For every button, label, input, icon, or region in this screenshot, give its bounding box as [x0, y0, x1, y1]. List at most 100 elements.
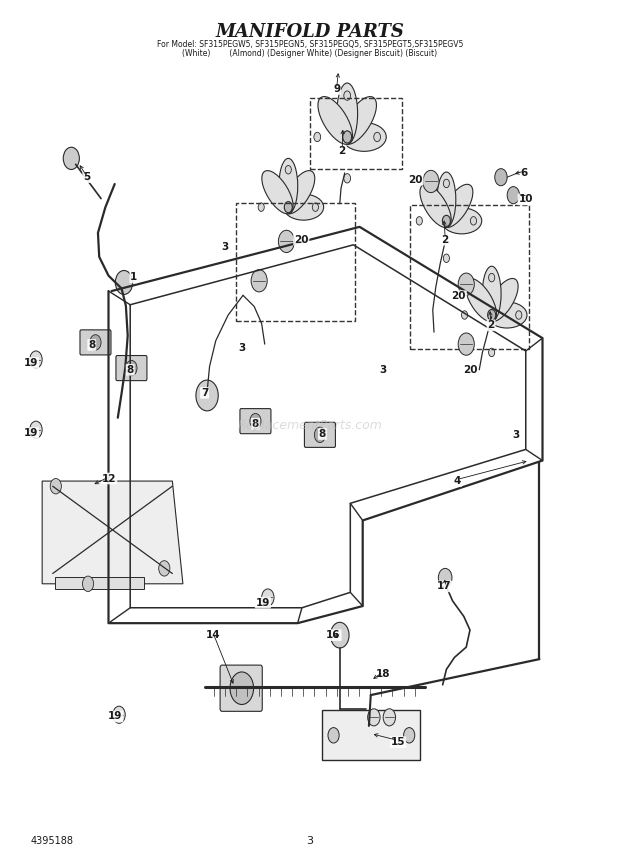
Text: 20: 20: [294, 235, 309, 245]
Text: 3: 3: [238, 342, 246, 353]
Circle shape: [343, 131, 352, 143]
Circle shape: [516, 311, 522, 319]
Bar: [322, 710, 420, 760]
Circle shape: [196, 380, 218, 411]
Ellipse shape: [420, 184, 451, 228]
Circle shape: [458, 273, 474, 295]
Ellipse shape: [482, 266, 501, 322]
FancyBboxPatch shape: [240, 408, 271, 434]
Circle shape: [285, 241, 291, 249]
Text: 20: 20: [463, 365, 477, 375]
Text: 2: 2: [487, 320, 495, 330]
Bar: [410, 205, 529, 349]
Text: 17: 17: [436, 581, 451, 591]
Text: 8: 8: [252, 419, 259, 429]
Text: 9: 9: [333, 84, 340, 94]
Circle shape: [489, 273, 495, 282]
Bar: [55, 577, 144, 589]
Circle shape: [330, 622, 349, 648]
FancyBboxPatch shape: [304, 422, 335, 448]
Circle shape: [423, 170, 439, 193]
Ellipse shape: [441, 208, 482, 234]
Circle shape: [258, 203, 264, 211]
Text: 10: 10: [518, 194, 533, 205]
Text: 3: 3: [221, 241, 228, 252]
Circle shape: [416, 217, 422, 225]
Polygon shape: [42, 481, 183, 584]
Text: 4: 4: [454, 476, 461, 486]
Text: 3: 3: [379, 365, 387, 375]
Ellipse shape: [342, 97, 376, 145]
Circle shape: [278, 230, 294, 253]
FancyBboxPatch shape: [116, 355, 147, 381]
Circle shape: [113, 706, 125, 723]
Circle shape: [438, 568, 452, 587]
Text: 4395188: 4395188: [31, 836, 74, 847]
Ellipse shape: [342, 122, 386, 152]
Text: 12: 12: [102, 473, 117, 484]
Circle shape: [285, 165, 291, 174]
Text: 2: 2: [339, 146, 346, 156]
Circle shape: [404, 728, 415, 743]
Ellipse shape: [279, 158, 298, 214]
Circle shape: [230, 672, 254, 704]
Ellipse shape: [487, 302, 527, 328]
Bar: [236, 203, 355, 321]
Circle shape: [82, 576, 94, 591]
Circle shape: [285, 202, 292, 212]
Circle shape: [63, 147, 79, 169]
Circle shape: [159, 561, 170, 576]
Circle shape: [250, 413, 261, 429]
Circle shape: [458, 333, 474, 355]
Circle shape: [50, 479, 61, 494]
Text: MANIFOLD PARTS: MANIFOLD PARTS: [216, 22, 404, 41]
Circle shape: [314, 133, 321, 141]
Circle shape: [368, 709, 380, 726]
Text: 15: 15: [391, 737, 405, 747]
Circle shape: [30, 351, 42, 368]
Text: 8: 8: [319, 429, 326, 439]
Text: 1: 1: [130, 272, 138, 282]
Ellipse shape: [441, 184, 473, 228]
Circle shape: [443, 254, 449, 263]
Circle shape: [461, 311, 467, 319]
Circle shape: [488, 310, 495, 320]
Circle shape: [328, 728, 339, 743]
Text: 7: 7: [201, 388, 208, 398]
Text: 6: 6: [520, 168, 528, 178]
Circle shape: [251, 270, 267, 292]
Text: 20: 20: [451, 291, 466, 301]
Text: 5: 5: [83, 172, 91, 182]
Circle shape: [489, 348, 495, 357]
Circle shape: [374, 133, 381, 141]
Circle shape: [495, 169, 507, 186]
Circle shape: [443, 179, 449, 187]
Circle shape: [383, 709, 396, 726]
Text: 14: 14: [206, 630, 221, 640]
Text: For Model: SF315PEGW5, SF315PEGN5, SF315PEGQ5, SF315PEGT5,SF315PEGV5: For Model: SF315PEGW5, SF315PEGN5, SF315…: [157, 40, 463, 49]
Bar: [310, 98, 402, 169]
Text: 19: 19: [24, 428, 38, 438]
Circle shape: [312, 203, 319, 211]
Ellipse shape: [318, 97, 353, 145]
Ellipse shape: [283, 170, 315, 214]
Text: 3: 3: [512, 430, 520, 440]
Circle shape: [443, 216, 450, 226]
Circle shape: [507, 187, 520, 204]
Text: 8: 8: [126, 365, 134, 375]
Circle shape: [314, 427, 326, 443]
Text: 8: 8: [88, 340, 95, 350]
Ellipse shape: [487, 278, 518, 322]
Text: 19: 19: [108, 711, 123, 722]
Text: 19: 19: [255, 597, 270, 608]
Circle shape: [30, 421, 42, 438]
Circle shape: [344, 91, 350, 100]
Circle shape: [262, 589, 274, 606]
Ellipse shape: [262, 170, 293, 214]
Circle shape: [344, 174, 350, 183]
Ellipse shape: [283, 194, 324, 220]
Text: 3: 3: [306, 836, 314, 847]
Circle shape: [115, 270, 133, 294]
Text: 16: 16: [326, 630, 341, 640]
FancyBboxPatch shape: [80, 330, 111, 355]
